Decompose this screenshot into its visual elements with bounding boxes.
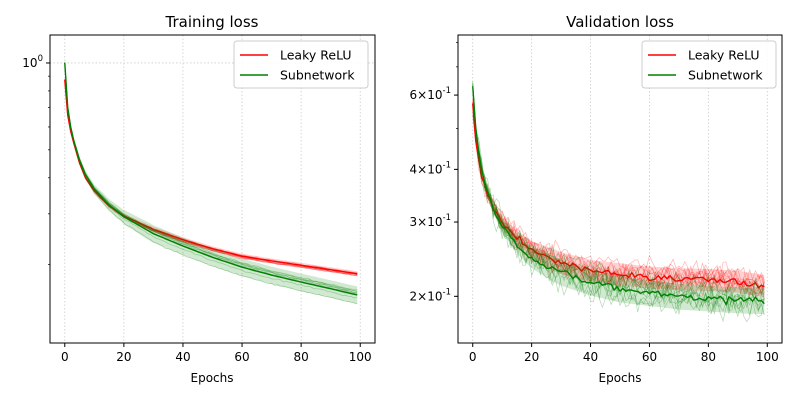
run-line (64, 79, 358, 276)
y-tick-label: 100 (22, 54, 43, 70)
training-loss-panel: Training loss Epochs 0 20 40 60 80 100 100 Leak… (22, 13, 376, 385)
x-tick-label: 0 (469, 350, 477, 364)
validation-title: Validation loss (566, 13, 674, 31)
x-tick-label: 60 (234, 350, 249, 364)
axes-frame (457, 34, 783, 344)
mean-line (64, 62, 358, 296)
run-line (472, 103, 765, 286)
validation-loss-panel: Validation loss Epochs 0 20 40 60 80 100 6×10-… (410, 13, 783, 385)
run-line (64, 78, 358, 275)
run-line (472, 104, 765, 290)
axes-frame (49, 34, 376, 344)
run-line (64, 79, 358, 276)
mean-line (472, 103, 765, 289)
x-tick-label: 40 (583, 350, 598, 364)
run-line (64, 62, 358, 292)
x-tick-label: 40 (175, 350, 190, 364)
run-line (64, 62, 358, 294)
legend: Leaky ReLU Subnetwork (233, 40, 369, 89)
run-line (64, 79, 358, 274)
legend-label: Subnetwork (280, 68, 355, 83)
run-line (472, 88, 765, 301)
run-line (64, 79, 358, 276)
x-tick-label: 0 (61, 350, 69, 364)
run-line (64, 79, 358, 275)
series-leaky-relu (64, 78, 358, 277)
legend-label: Leaky ReLU (688, 48, 760, 63)
std-band (64, 78, 358, 277)
legend-box (233, 40, 369, 89)
series-subnetwork (64, 60, 358, 305)
std-band (64, 60, 358, 305)
run-line (472, 81, 765, 303)
x-tick-label: 100 (756, 350, 779, 364)
run-line (64, 63, 358, 299)
validation-xlabel: Epochs (599, 371, 642, 385)
x-tick-label: 100 (349, 350, 372, 364)
y-tick-label: 2×10-1 (410, 287, 451, 303)
run-line (472, 83, 765, 315)
run-line (64, 62, 358, 293)
run-line (64, 79, 358, 277)
run-line (64, 79, 358, 275)
x-tick-label: 80 (293, 350, 308, 364)
y-tick-label: 3×10-1 (410, 213, 451, 229)
legend-label: Leaky ReLU (280, 48, 352, 63)
std-band (472, 82, 765, 315)
run-line (472, 81, 765, 323)
run-line (472, 83, 765, 305)
y-tick-label: 6×10-1 (410, 86, 451, 102)
run-line (472, 114, 765, 288)
std-band (472, 101, 765, 297)
run-line (64, 62, 358, 291)
run-line (472, 102, 765, 298)
mean-line (472, 86, 765, 306)
run-line (472, 99, 765, 288)
run-line (64, 61, 358, 293)
run-line (64, 79, 358, 274)
x-tick-label: 20 (524, 350, 539, 364)
training-title: Training loss (165, 13, 259, 31)
training-xlabel: Epochs (191, 371, 234, 385)
run-line (472, 85, 765, 314)
y-tick-label: 4×10-1 (410, 160, 451, 176)
series-leaky-relu (472, 98, 765, 299)
run-line (472, 90, 765, 311)
run-line (472, 86, 765, 310)
x-tick-label: 60 (642, 350, 657, 364)
run-line (64, 64, 358, 305)
x-tick-label: 20 (116, 350, 131, 364)
series-subnetwork (472, 81, 765, 323)
legend-box (641, 40, 777, 89)
legend: Leaky ReLU Subnetwork (641, 40, 777, 89)
x-tick-label: 80 (701, 350, 716, 364)
mean-line (64, 79, 358, 275)
run-line (472, 98, 765, 299)
legend-label: Subnetwork (688, 68, 763, 83)
